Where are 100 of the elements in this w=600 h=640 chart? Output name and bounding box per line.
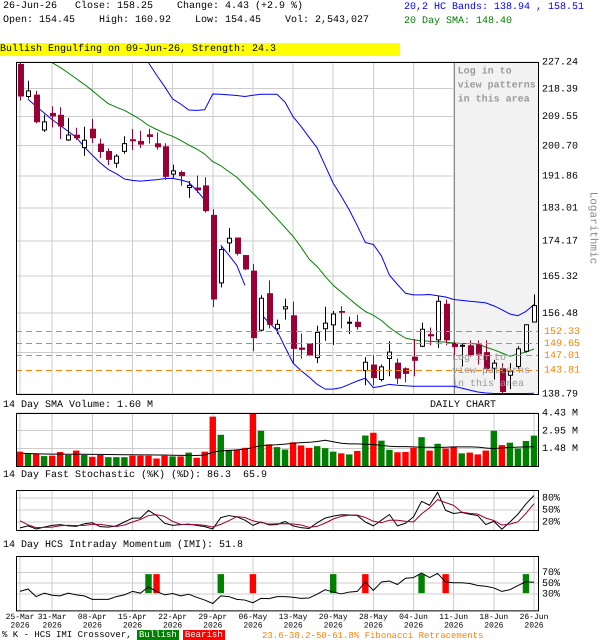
candlestick: [243, 254, 249, 271]
y-tick-label: 50%: [542, 578, 560, 590]
bar: [418, 437, 425, 466]
bar: [346, 454, 352, 466]
chart-title: 14 Day SMA Volume: 1.60 M: [3, 399, 154, 412]
ref-line-label: 147.01: [544, 350, 580, 362]
text: 23.6-38.2-50-61.8% Fibonacci Retracements: [262, 630, 484, 640]
candlestick: [395, 358, 401, 384]
candlestick: [371, 354, 377, 386]
bar: [40, 456, 48, 466]
x-tick-label: 18-Jun 2026: [479, 612, 508, 631]
bar: [458, 453, 465, 466]
bar: [354, 450, 361, 466]
bar: [434, 444, 441, 466]
bar: [394, 452, 401, 466]
y-tick-label: 200.70: [542, 141, 578, 152]
x-tick-label: 06-May 2026: [238, 612, 268, 631]
x-tick-label: 20-May 2026: [318, 612, 348, 631]
x-tick-label: 08-Apr 2026: [78, 612, 107, 631]
bar: [426, 450, 433, 466]
bar: [129, 456, 136, 466]
x-tick-label: 22-Apr 2026: [158, 612, 188, 631]
bar: [169, 456, 176, 466]
y-tick-label: 191.86: [542, 172, 578, 183]
y-tick-label: 174.17: [542, 236, 578, 248]
bar: [64, 454, 72, 466]
x-tick-label: 26-Jun 2026: [520, 612, 549, 631]
ref-line-label: 143.81: [544, 366, 580, 377]
candlestick: [299, 333, 305, 360]
y-tick-label: 218.39: [542, 84, 578, 96]
x-tick-label: 25-Mar 2026: [6, 612, 35, 631]
x-tick-label: 15-Apr 2026: [118, 612, 148, 631]
candlestick: [155, 132, 161, 150]
ref-line-label: 149.65: [544, 338, 580, 350]
bar: [530, 436, 538, 466]
x-tick-label: 31-Mar 2026: [38, 612, 67, 631]
candlestick: [98, 138, 104, 158]
bar: [137, 456, 144, 466]
candlestick: [355, 314, 361, 330]
candlestick: [130, 128, 136, 151]
x-tick-label: 04-Jun 2026: [399, 612, 428, 631]
y-tick-label: 4.43 M: [542, 408, 578, 420]
y-tick-label: 1.48 M: [542, 444, 578, 455]
bar: [490, 430, 498, 466]
bar: [258, 430, 264, 466]
bar: [274, 447, 280, 466]
candlestick: [138, 130, 144, 148]
y-tick-label: 165.32: [542, 272, 578, 283]
candlestick: [428, 326, 434, 346]
x-tick-label: 13-May 2026: [278, 612, 308, 631]
ref-line-label: 152.33: [544, 326, 580, 338]
bar: [370, 432, 377, 466]
text: Bullish Engulfing on 09-Jun-26, Strength: 24.3: [0, 43, 400, 56]
y-tick-label: 80%: [542, 494, 560, 505]
y-tick-label: 138.79: [542, 390, 578, 401]
y-tick-label: 2.95 M: [542, 426, 578, 438]
bar: [402, 452, 409, 466]
chart-title: 26-Jun-26 Close: 158.25 Change: 4.43 (+2.9 %): [3, 0, 304, 13]
candlestick: [74, 127, 80, 140]
text: DAILY CHART: [430, 399, 496, 412]
bar: [81, 454, 88, 466]
bar: [282, 449, 288, 466]
candlestick: [106, 148, 112, 166]
bar: [338, 453, 344, 466]
y-axis-title: Logarithmic: [586, 192, 598, 264]
y-tick-label: 30%: [542, 590, 560, 601]
bar: [32, 454, 40, 466]
bar: [24, 454, 32, 466]
y-tick-label: 20%: [542, 518, 560, 529]
chart-subtitle: Open: 154.45 High: 160.92 Low: 154.45 Vol: 2,543,027: [3, 14, 370, 27]
y-tick-label: 227.24: [542, 58, 578, 69]
x-tick-label: 11-Jun 2026: [439, 612, 468, 631]
y-tick-label: 70%: [542, 568, 560, 579]
legend-title: % K - HCS IMI Crossover,: [2, 630, 133, 640]
candlestick: [235, 237, 241, 256]
text: 20,2 HC Bands: 138.94 , 158.51: [404, 1, 584, 14]
candlestick: [468, 340, 474, 358]
text: Bearish: [182, 630, 225, 640]
text: Bullish: [137, 630, 179, 640]
candlestick: [179, 170, 185, 186]
y-tick-label: 183.01: [542, 203, 578, 214]
y-tick-label: 156.48: [542, 308, 578, 320]
bar: [177, 456, 184, 466]
candlestick: [195, 174, 201, 194]
x-tick-label: 28-May 2026: [358, 612, 388, 631]
y-tick-label: 209.55: [542, 112, 578, 124]
candlestick: [58, 106, 64, 140]
candlestick: [50, 106, 56, 128]
chart-title: 14 Day Fast Stochastic (%K) (%D): 86.3 65.9: [3, 469, 268, 482]
bar: [410, 448, 417, 466]
x-tick-label: 29-Apr 2026: [198, 612, 228, 631]
bar: [362, 435, 369, 466]
candlestick: [90, 118, 96, 144]
bar: [145, 456, 152, 466]
candlestick: [412, 338, 418, 377]
bar: [498, 445, 506, 466]
annotation: Log in to view patterns in this area: [458, 66, 536, 106]
y-tick-label: 50%: [542, 506, 560, 517]
candlestick: [147, 128, 153, 144]
bar: [16, 452, 24, 466]
